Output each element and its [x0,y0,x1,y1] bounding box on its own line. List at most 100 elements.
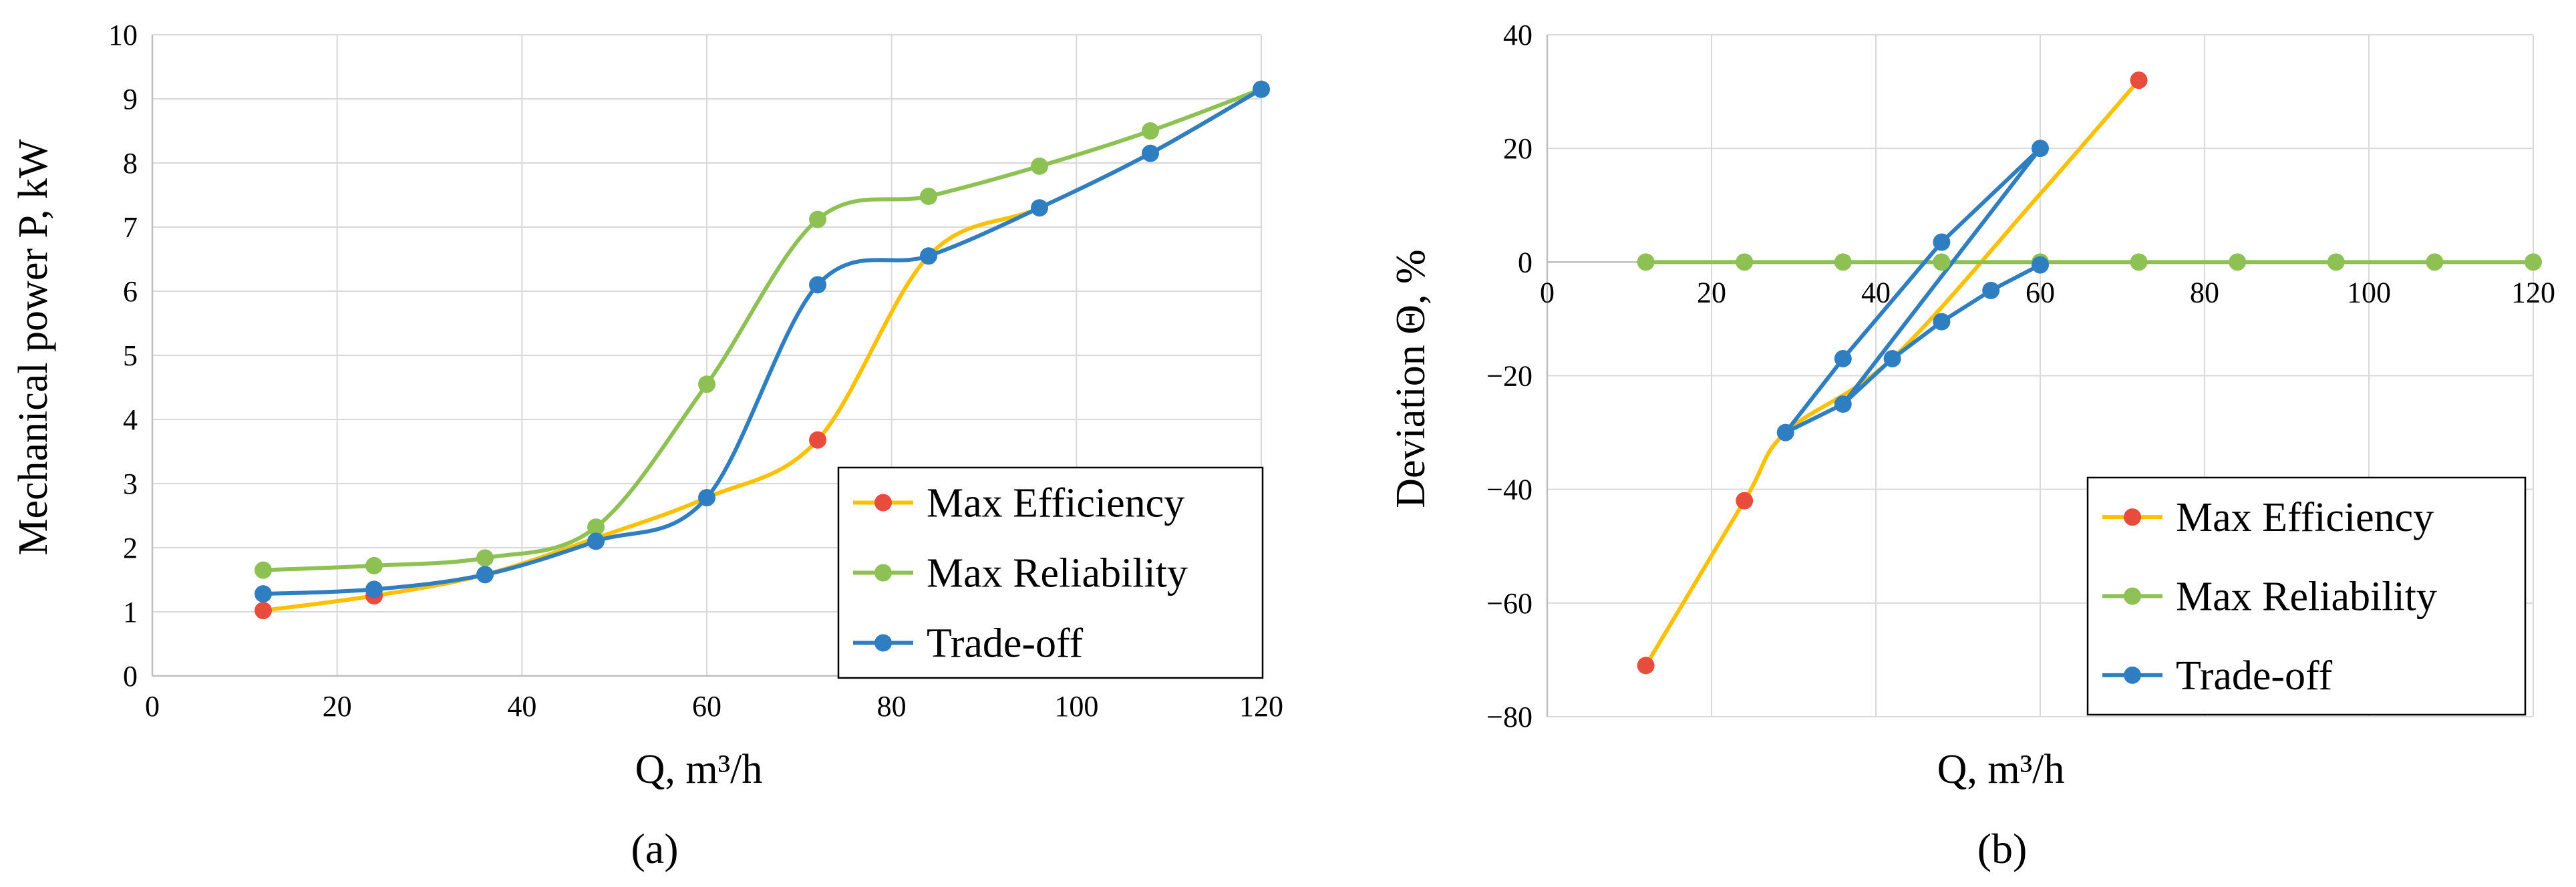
x-tick-label: 100 [2347,276,2391,309]
y-tick-label: 7 [123,211,138,244]
series-line-trade-off [1939,146,2042,244]
data-point-max-reliability [2229,253,2247,271]
y-tick-label: 20 [1503,132,1533,165]
y-tick-label: 9 [123,83,138,116]
chart-a-y-axis-label: Mechanical power P, kW [11,139,56,556]
chart-a-panel-label: (a) [631,825,678,872]
data-point-max-efficiency [2130,71,2148,90]
data-point-max-reliability [365,556,383,574]
data-point-trade-off [1933,233,1951,251]
y-tick-label: 5 [123,339,138,372]
data-point-max-reliability [587,518,605,536]
legend-label: Max Efficiency [2176,495,2434,540]
chart-b-panel-label: (b) [1977,825,2028,872]
legend-swatch-marker [874,564,892,582]
series-line-max-reliability [263,87,1263,572]
legend-swatch-marker [874,634,892,652]
chart-a-legend: Max Efficiency Max Reliability Trade-off [837,466,1264,679]
y-tick-label: 2 [123,532,138,564]
data-point-trade-off [1834,349,1852,367]
data-point-max-reliability [2525,253,2542,271]
chart-panel-a: 0 20 40 60 80 100 120 0 1 2 3 4 5 6 7 8 9 10 Q, m³/h Mechan… [11,19,1283,872]
data-point-max-reliability [2130,253,2148,271]
y-tick-label: 40 [1503,19,1533,51]
data-point-max-efficiency [809,431,826,449]
data-point-max-reliability [1834,253,1852,271]
y-tick-label: 3 [123,468,138,500]
series-line-trade-off [1783,402,1845,435]
series-line-trade-off [1939,288,1993,324]
x-tick-label: 20 [1697,276,1726,309]
data-point-trade-off [2032,256,2049,274]
legend-label: Max Reliability [2176,574,2437,620]
y-tick-label: 0 [123,660,138,693]
chart-b-x-axis-label: Q, m³/h [1937,747,2065,792]
legend-label: Trade-off [927,621,1084,667]
data-point-trade-off [920,247,937,265]
data-point-trade-off [698,489,715,507]
data-point-trade-off [365,580,383,598]
x-tick-label: 0 [1540,276,1555,309]
x-tick-label: 20 [323,690,352,723]
data-point-trade-off [1982,281,2000,299]
chart-b-y-axis-label: Deviation Θ, % [1388,249,1434,508]
chart-a-gridlines [152,34,1262,677]
data-point-max-reliability [476,549,494,567]
chart-b-tick-labels: 0 20 40 60 80 100 120 −80 −60 −40 −20 0 20 40 [1486,19,2555,733]
series-line-trade-off [1989,262,2042,293]
chart-a-series-markers [255,80,1270,620]
y-tick-label: 0 [1518,246,1533,279]
series-line-trade-off [1840,240,1944,361]
data-point-max-reliability [2426,253,2444,271]
y-tick-label: −20 [1486,360,1533,393]
y-tick-label: 10 [108,19,138,51]
data-point-max-reliability [1031,157,1048,175]
chart-panel-b: 0 20 40 60 80 100 120 −80 −60 −40 −20 0 20 40 Q, m³/h D… [1388,19,2555,872]
data-point-trade-off [1142,144,1159,162]
legend-label: Max Efficiency [927,481,1184,526]
series-line-max-efficiency [1644,79,2140,667]
legend-swatch-marker [874,494,892,512]
data-point-max-reliability [809,210,826,228]
data-point-max-reliability [920,187,937,205]
data-point-trade-off [476,566,494,584]
data-point-trade-off [255,585,272,603]
data-point-trade-off [2032,140,2049,158]
data-point-max-reliability [1637,253,1655,271]
legend-swatch-marker [2124,587,2141,605]
data-point-trade-off [1933,313,1951,331]
series-line-trade-off [1840,356,1895,407]
x-tick-label: 120 [1239,690,1283,723]
data-point-max-efficiency [255,602,272,620]
data-point-max-reliability [2327,253,2345,271]
x-tick-label: 40 [507,690,536,723]
data-point-max-reliability [1736,253,1754,271]
y-tick-label: 8 [123,147,138,180]
x-tick-label: 60 [692,690,721,723]
y-tick-label: 6 [123,275,138,308]
series-line-trade-off [1840,146,2042,407]
data-point-max-reliability [255,561,272,579]
series-line-trade-off [1890,319,1944,361]
x-tick-label: 120 [2511,276,2555,309]
chart-a-x-axis-label: Q, m³/h [635,747,763,792]
series-line-trade-off [1783,356,1845,435]
y-tick-label: −40 [1486,474,1533,506]
data-point-trade-off [809,276,826,294]
data-point-max-efficiency [1637,657,1655,675]
chart-a-series-lines [263,87,1263,613]
y-tick-label: −60 [1486,587,1533,620]
data-point-max-reliability [1933,253,1951,271]
data-point-trade-off [1776,423,1794,441]
data-point-trade-off [1883,349,1901,367]
x-tick-label: 80 [2190,276,2219,309]
x-tick-label: 0 [145,690,160,723]
data-point-max-reliability [1142,122,1159,140]
data-point-max-efficiency [1736,492,1754,510]
x-tick-label: 100 [1054,690,1098,723]
legend-swatch-marker [2124,666,2141,684]
chart-b-series-markers [1637,71,2542,675]
x-tick-label: 40 [1861,276,1891,309]
legend-label: Max Reliability [927,551,1188,596]
